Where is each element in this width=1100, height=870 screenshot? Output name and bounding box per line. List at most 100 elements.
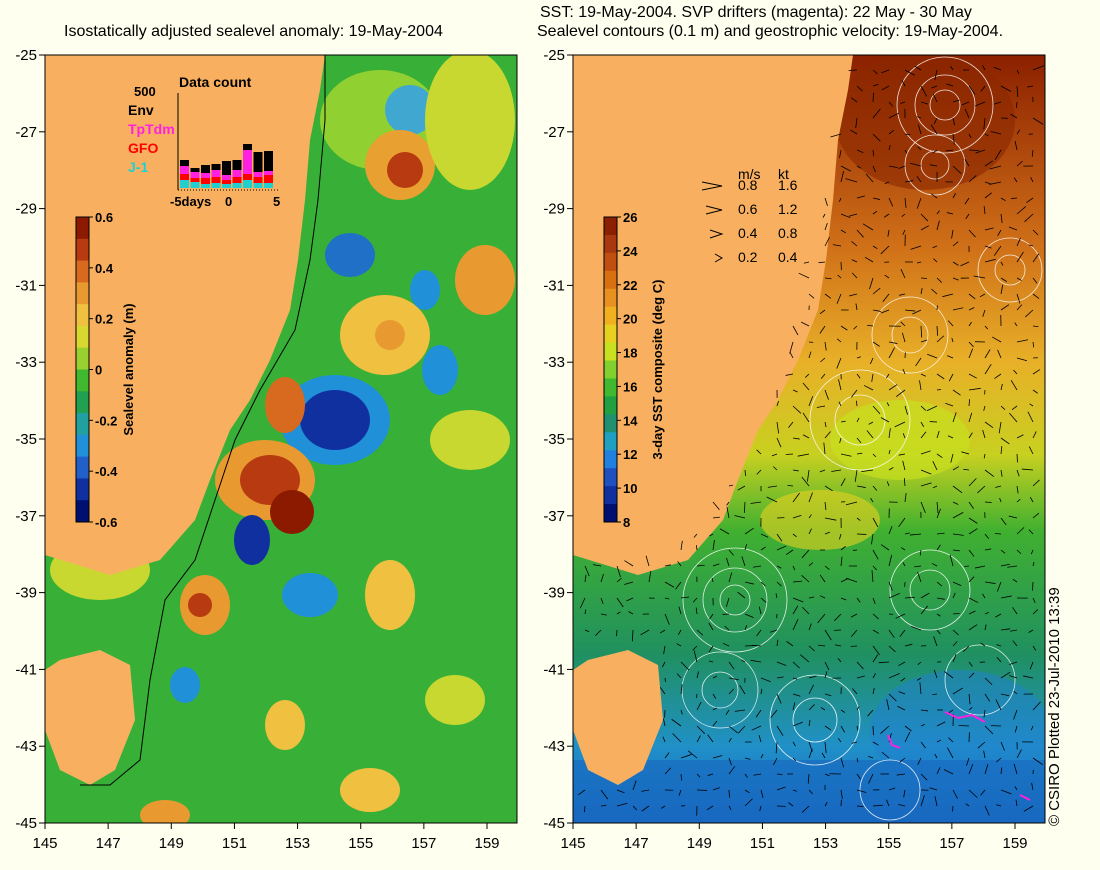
left-map-axes: 145 147 149 151 153 155 157 159 -25 -27 -29 -31 -33 -… — [15, 47, 499, 852]
longitude-tick-label: 151 — [222, 835, 247, 852]
longitude-tick-label: 145 — [560, 835, 585, 852]
inset-bar — [180, 174, 189, 180]
inset-bar — [211, 177, 221, 183]
velocity-legend-ms-header: m/s — [738, 166, 761, 182]
inset-bar — [232, 177, 242, 183]
inset-bar — [253, 172, 263, 177]
inset-bar — [201, 165, 210, 173]
australia-mainland — [573, 55, 853, 575]
inset-bar — [264, 151, 273, 171]
longitude-tick-label: 155 — [876, 835, 901, 852]
longitude-tick-label: 145 — [32, 835, 57, 852]
velocity-scale-arrow — [709, 229, 724, 239]
velocity-legend-ms: 0.2 — [738, 249, 758, 265]
tasmania — [45, 650, 135, 785]
inset-bar — [222, 175, 231, 180]
inset-bar — [253, 177, 263, 183]
inset-bar — [211, 164, 221, 170]
latitude-tick-label: -37 — [543, 508, 565, 525]
longitude-tick-label: 151 — [750, 835, 775, 852]
velocity-legend-kt: 1.2 — [778, 201, 798, 217]
inset-bar — [190, 172, 200, 178]
velocity-legend-kt: 0.8 — [778, 225, 798, 241]
colorbar-tick-label: 10 — [623, 481, 637, 496]
inset-bar — [253, 183, 263, 188]
latitude-tick-label: -41 — [15, 661, 37, 678]
colorbar-tick-label: 14 — [623, 413, 638, 428]
velocity-legend-kt: 0.4 — [778, 249, 798, 265]
inset-title: Data count — [179, 74, 252, 90]
velocity-legend: m/s kt 0.8 1.6 0.6 1.2 0.4 0.8 0.2 0.4 — [701, 166, 798, 265]
longitude-tick-label: 157 — [939, 835, 964, 852]
colorbar-tick-label: 0.2 — [95, 312, 113, 327]
inset-bar — [211, 170, 221, 177]
longitude-tick-label: 147 — [96, 835, 121, 852]
inset-x-tick: 0 — [225, 194, 233, 209]
inset-bar — [201, 178, 210, 184]
inset-legend-item: GFO — [128, 140, 159, 156]
latitude-tick-label: -41 — [543, 661, 565, 678]
inset-bar — [180, 160, 189, 166]
inset-bar — [264, 171, 273, 175]
inset-bar — [232, 170, 242, 177]
inset-bar — [232, 160, 242, 170]
right-map-axes: 145 147 149 151 153 155 157 159 -25 -27 -29 -31 -33 -… — [543, 47, 1027, 852]
velocity-legend-ms: 0.6 — [738, 201, 758, 217]
colorbar-tick-label: 20 — [623, 312, 637, 327]
colorbar-tick-label: 0.4 — [95, 261, 114, 276]
svp-drifter-track — [944, 711, 986, 723]
inset-bar — [180, 180, 189, 188]
inset-bar — [222, 161, 231, 175]
colorbar-tick-label: 0.6 — [95, 210, 113, 225]
velocity-scale-arrow — [701, 181, 723, 191]
right-map-plot — [573, 55, 1045, 823]
svp-drifter-track — [1019, 794, 1031, 801]
colorbar-tick-label: -0.2 — [95, 413, 117, 428]
sealevel-contours — [681, 56, 1043, 821]
longitude-tick-label: 153 — [813, 835, 838, 852]
inset-bar — [190, 182, 200, 188]
longitude-tick-label: 155 — [348, 835, 373, 852]
longitude-tick-label: 153 — [285, 835, 310, 852]
latitude-tick-label: -29 — [543, 201, 565, 218]
tasmania — [573, 650, 663, 785]
latitude-tick-label: -45 — [15, 815, 37, 832]
inset-bar — [243, 144, 252, 150]
latitude-tick-label: -33 — [543, 354, 565, 371]
inset-legend-item: Env — [128, 102, 154, 118]
left-map-title: Isostatically adjusted sealevel anomaly:… — [64, 23, 443, 40]
inset-bar — [253, 152, 263, 172]
geostrophic-velocity-vectors — [578, 65, 1045, 816]
latitude-tick-label: -35 — [15, 431, 37, 448]
inset-x-tick: 5 — [273, 194, 281, 209]
inset-legend-item: J-1 — [128, 159, 149, 175]
latitude-tick-label: -25 — [543, 47, 565, 64]
inset-bar — [190, 178, 200, 182]
colorbar-tick-label: 22 — [623, 278, 637, 293]
inset-bar — [264, 175, 273, 183]
inset-bar — [211, 183, 221, 188]
latitude-tick-label: -43 — [543, 738, 565, 755]
left-map-plot — [45, 55, 517, 823]
colorbar-tick-label: 26 — [623, 210, 637, 225]
inset-bar — [180, 166, 189, 174]
shelf-contour — [80, 55, 326, 786]
latitude-tick-label: -31 — [15, 277, 37, 294]
longitude-tick-label: 149 — [687, 835, 712, 852]
inset-scale-label: 500 — [134, 84, 156, 99]
data-count-inset — [177, 93, 278, 191]
velocity-scale-arrow — [714, 253, 724, 263]
latitude-tick-label: -27 — [543, 124, 565, 141]
latitude-tick-label: -43 — [15, 738, 37, 755]
sealevel-anomaly-field — [50, 55, 515, 823]
velocity-legend-kt: 1.6 — [778, 177, 798, 193]
longitude-tick-label: 157 — [411, 835, 436, 852]
velocity-scale-arrow — [705, 205, 723, 215]
inset-bar — [201, 173, 210, 178]
latitude-tick-label: -35 — [543, 431, 565, 448]
svp-drifter-track — [887, 734, 901, 749]
velocity-legend-ms: 0.4 — [738, 225, 758, 241]
colorbar-tick-label: -0.6 — [95, 515, 117, 530]
latitude-tick-label: -31 — [543, 277, 565, 294]
